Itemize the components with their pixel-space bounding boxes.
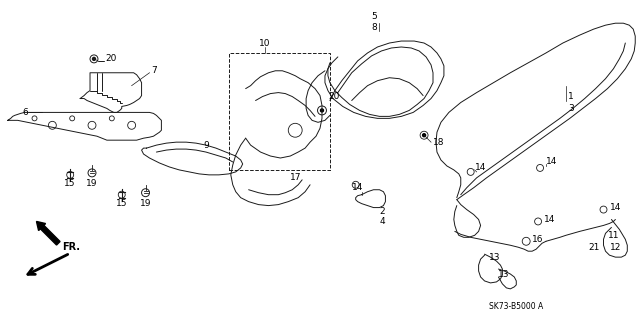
Text: 21: 21 bbox=[589, 243, 600, 252]
Text: 5: 5 bbox=[372, 12, 378, 21]
Text: SK73-B5000 A: SK73-B5000 A bbox=[488, 302, 543, 311]
Text: 1: 1 bbox=[568, 92, 573, 101]
Text: 14: 14 bbox=[546, 158, 557, 167]
Text: 19: 19 bbox=[86, 179, 97, 188]
Text: 4: 4 bbox=[380, 217, 385, 226]
Text: 18: 18 bbox=[433, 138, 445, 147]
Text: 10: 10 bbox=[259, 39, 270, 48]
Text: 7: 7 bbox=[152, 66, 157, 75]
Text: 13: 13 bbox=[488, 253, 500, 262]
Text: FR.: FR. bbox=[62, 242, 80, 252]
Text: 12: 12 bbox=[609, 243, 621, 252]
Circle shape bbox=[93, 57, 95, 60]
Text: 3: 3 bbox=[568, 104, 573, 113]
Circle shape bbox=[422, 134, 426, 137]
Text: 17: 17 bbox=[291, 173, 302, 182]
Text: 14: 14 bbox=[609, 203, 621, 212]
Text: 11: 11 bbox=[607, 231, 619, 240]
Text: 14: 14 bbox=[352, 183, 363, 192]
FancyArrow shape bbox=[36, 221, 60, 245]
Bar bbox=[229, 53, 330, 170]
Text: 15: 15 bbox=[116, 199, 127, 208]
Text: 8: 8 bbox=[372, 23, 378, 32]
Text: 20: 20 bbox=[328, 92, 339, 101]
Text: 2: 2 bbox=[380, 207, 385, 216]
Text: 6: 6 bbox=[22, 108, 28, 117]
Text: 16: 16 bbox=[532, 235, 543, 244]
Text: 9: 9 bbox=[203, 141, 209, 150]
Text: 14: 14 bbox=[544, 215, 556, 224]
Text: 19: 19 bbox=[140, 199, 151, 208]
Text: 15: 15 bbox=[64, 179, 76, 188]
Circle shape bbox=[321, 109, 323, 112]
Text: 14: 14 bbox=[475, 163, 486, 173]
Text: 20: 20 bbox=[105, 54, 116, 63]
Text: 13: 13 bbox=[499, 271, 510, 279]
